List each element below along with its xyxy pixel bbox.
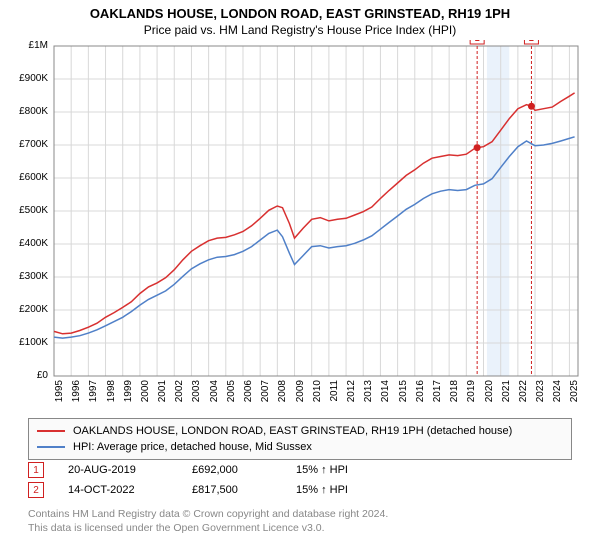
y-tick-label: £1M: [0, 40, 48, 51]
x-tick-label: 1998: [106, 380, 117, 408]
x-tick-label: 2012: [346, 380, 357, 408]
x-tick-label: 1996: [71, 380, 82, 408]
x-tick-label: 1999: [123, 380, 134, 408]
chart-title: OAKLANDS HOUSE, LONDON ROAD, EAST GRINST…: [0, 0, 600, 21]
legend-item-2: HPI: Average price, detached house, Mid …: [37, 439, 563, 455]
x-tick-label: 2007: [260, 380, 271, 408]
x-tick-label: 2022: [518, 380, 529, 408]
marker-row-2: 2 14-OCT-2022 £817,500 15% ↑ HPI: [28, 480, 588, 500]
x-tick-label: 2013: [363, 380, 374, 408]
x-tick-label: 2010: [312, 380, 323, 408]
chart-svg: 12: [0, 40, 600, 410]
x-tick-label: 1995: [54, 380, 65, 408]
y-tick-label: £100K: [0, 337, 48, 348]
footer-line-2: This data is licensed under the Open Gov…: [28, 522, 588, 536]
legend-item-1: OAKLANDS HOUSE, LONDON ROAD, EAST GRINST…: [37, 423, 563, 439]
y-tick-label: £900K: [0, 73, 48, 84]
x-tick-label: 2004: [209, 380, 220, 408]
x-tick-label: 2021: [501, 380, 512, 408]
x-tick-label: 2000: [140, 380, 151, 408]
marker-price-1: £692,000: [192, 464, 272, 476]
footer: Contains HM Land Registry data © Crown c…: [28, 508, 588, 535]
legend: OAKLANDS HOUSE, LONDON ROAD, EAST GRINST…: [28, 418, 572, 460]
marker-num-2: 2: [28, 482, 44, 498]
marker-delta-1: 15% ↑ HPI: [296, 464, 376, 476]
legend-swatch-2: [37, 446, 65, 448]
x-tick-label: 2002: [174, 380, 185, 408]
x-tick-label: 2009: [295, 380, 306, 408]
svg-text:1: 1: [475, 40, 480, 43]
svg-text:2: 2: [529, 40, 534, 43]
y-tick-label: £400K: [0, 238, 48, 249]
x-tick-label: 2025: [569, 380, 580, 408]
legend-label-1: OAKLANDS HOUSE, LONDON ROAD, EAST GRINST…: [73, 425, 512, 437]
x-tick-label: 2005: [226, 380, 237, 408]
x-tick-label: 2008: [277, 380, 288, 408]
legend-label-2: HPI: Average price, detached house, Mid …: [73, 441, 312, 453]
marker-num-1: 1: [28, 462, 44, 478]
x-tick-label: 2016: [415, 380, 426, 408]
y-tick-label: £600K: [0, 172, 48, 183]
x-tick-label: 2001: [157, 380, 168, 408]
marker-price-2: £817,500: [192, 484, 272, 496]
marker-table: 1 20-AUG-2019 £692,000 15% ↑ HPI 2 14-OC…: [28, 460, 588, 500]
x-tick-label: 1997: [88, 380, 99, 408]
legend-swatch-1: [37, 430, 65, 432]
marker-row-1: 1 20-AUG-2019 £692,000 15% ↑ HPI: [28, 460, 588, 480]
y-tick-label: £700K: [0, 139, 48, 150]
x-tick-label: 2023: [535, 380, 546, 408]
marker-date-1: 20-AUG-2019: [68, 464, 168, 476]
y-tick-label: £200K: [0, 304, 48, 315]
chart-area: 12 £0£100K£200K£300K£400K£500K£600K£700K…: [0, 40, 600, 410]
x-tick-label: 2018: [449, 380, 460, 408]
x-tick-label: 2003: [191, 380, 202, 408]
y-tick-label: £0: [0, 370, 48, 381]
x-tick-label: 2011: [329, 380, 340, 408]
x-tick-label: 2015: [398, 380, 409, 408]
footer-line-1: Contains HM Land Registry data © Crown c…: [28, 508, 588, 522]
x-tick-label: 2020: [484, 380, 495, 408]
x-tick-label: 2014: [380, 380, 391, 408]
x-tick-label: 2024: [552, 380, 563, 408]
x-tick-label: 2006: [243, 380, 254, 408]
y-tick-label: £500K: [0, 205, 48, 216]
y-tick-label: £300K: [0, 271, 48, 282]
marker-delta-2: 15% ↑ HPI: [296, 484, 376, 496]
x-tick-label: 2019: [466, 380, 477, 408]
y-tick-label: £800K: [0, 106, 48, 117]
marker-date-2: 14-OCT-2022: [68, 484, 168, 496]
chart-container: OAKLANDS HOUSE, LONDON ROAD, EAST GRINST…: [0, 0, 600, 560]
x-tick-label: 2017: [432, 380, 443, 408]
chart-subtitle: Price paid vs. HM Land Registry's House …: [0, 21, 600, 37]
